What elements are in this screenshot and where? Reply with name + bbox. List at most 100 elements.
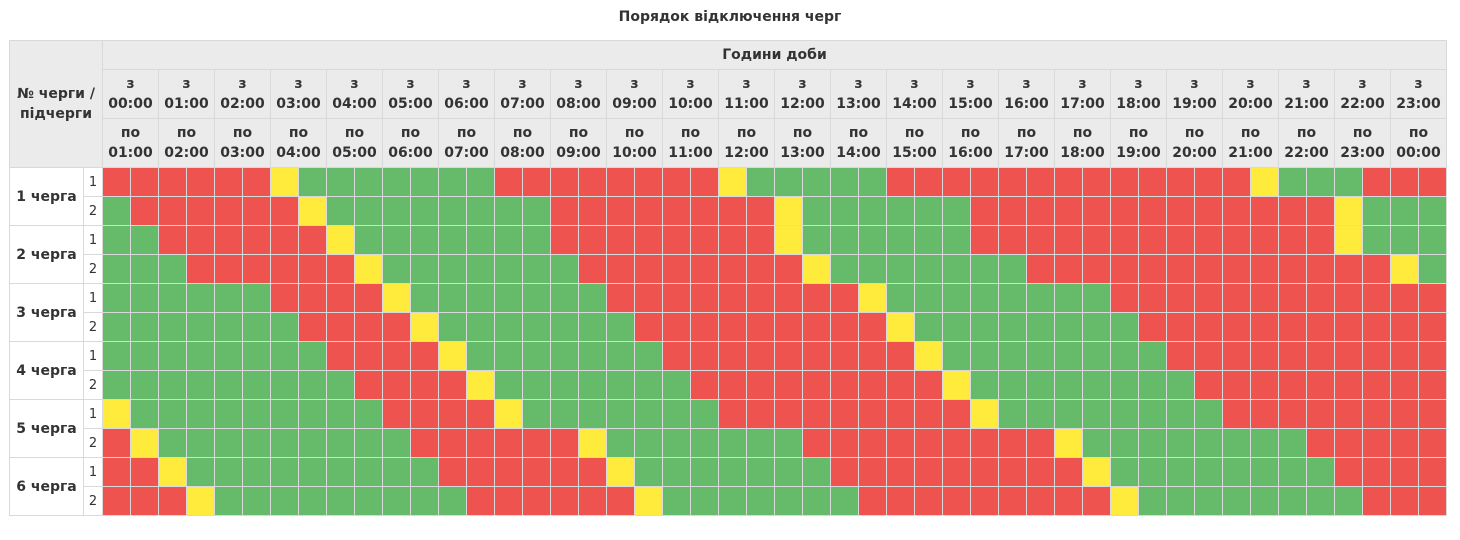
time-slot-cell — [242, 399, 271, 429]
time-slot-cell — [1390, 254, 1419, 284]
time-slot-cell — [1278, 283, 1307, 313]
time-slot-cell — [1082, 399, 1111, 429]
time-slot-cell — [1166, 312, 1195, 342]
time-slot-cell — [130, 428, 159, 458]
time-slot-cell — [382, 428, 411, 458]
time-slot-cell — [466, 254, 495, 284]
time-slot-cell — [130, 486, 159, 516]
time-slot-cell — [438, 283, 467, 313]
time-slot-cell — [382, 225, 411, 255]
time-slot-cell — [1166, 428, 1195, 458]
time-slot-cell — [130, 312, 159, 342]
time-slot-cell — [1362, 283, 1391, 313]
time-slot-cell — [102, 486, 131, 516]
queue-label: 2 черга — [9, 225, 84, 284]
time-slot-cell — [802, 457, 831, 487]
time-slot-cell — [298, 428, 327, 458]
time-slot-cell — [886, 283, 915, 313]
time-slot-cell — [830, 196, 859, 226]
time-slot-cell — [102, 254, 131, 284]
time-slot-cell — [1250, 196, 1279, 226]
time-slot-cell — [858, 196, 887, 226]
hour-to-header: по 16:00 — [942, 118, 999, 168]
time-slot-cell — [522, 370, 551, 400]
time-slot-cell — [1138, 341, 1167, 371]
time-slot-cell — [802, 312, 831, 342]
hour-to-header: по 17:00 — [998, 118, 1055, 168]
time-slot-cell — [606, 283, 635, 313]
time-slot-cell — [886, 399, 915, 429]
hour-from-header: з 17:00 — [1054, 69, 1111, 119]
subqueue-label: 2 — [83, 428, 103, 458]
time-slot-cell — [830, 167, 859, 197]
time-slot-cell — [942, 457, 971, 487]
time-slot-cell — [690, 457, 719, 487]
time-slot-cell — [1026, 486, 1055, 516]
time-slot-cell — [774, 254, 803, 284]
time-slot-cell — [1306, 341, 1335, 371]
time-slot-cell — [1418, 196, 1447, 226]
time-slot-cell — [718, 196, 747, 226]
time-slot-cell — [1362, 486, 1391, 516]
time-slot-cell — [1306, 486, 1335, 516]
time-slot-cell — [746, 341, 775, 371]
time-slot-cell — [550, 283, 579, 313]
hour-from-header: з 23:00 — [1390, 69, 1447, 119]
time-slot-cell — [1390, 428, 1419, 458]
time-slot-cell — [326, 312, 355, 342]
header-row-title: № черги / підчерги Години доби — [9, 40, 1447, 168]
time-slot-cell — [886, 225, 915, 255]
time-slot-cell — [270, 457, 299, 487]
time-slot-cell — [214, 457, 243, 487]
time-slot-cell — [718, 225, 747, 255]
time-slot-cell — [1166, 167, 1195, 197]
time-slot-cell — [214, 341, 243, 371]
time-slot-cell — [1222, 312, 1251, 342]
time-slot-cell — [634, 254, 663, 284]
time-slot-cell — [494, 196, 523, 226]
time-slot-cell — [970, 196, 999, 226]
time-slot-cell — [522, 225, 551, 255]
hour-from-header: з 21:00 — [1278, 69, 1335, 119]
time-slot-cell — [438, 196, 467, 226]
time-slot-cell — [410, 254, 439, 284]
time-slot-cell — [1110, 370, 1139, 400]
time-slot-cell — [298, 254, 327, 284]
time-slot-cell — [1110, 196, 1139, 226]
time-slot-cell — [382, 167, 411, 197]
time-slot-cell — [858, 312, 887, 342]
time-slot-cell — [1110, 167, 1139, 197]
time-slot-cell — [186, 399, 215, 429]
time-slot-cell — [606, 341, 635, 371]
time-slot-cell — [158, 225, 187, 255]
hour-from-header: з 06:00 — [438, 69, 495, 119]
time-slot-cell — [1222, 399, 1251, 429]
time-slot-cell — [942, 225, 971, 255]
time-slot-cell — [1278, 167, 1307, 197]
time-slot-cell — [1166, 196, 1195, 226]
time-slot-cell — [606, 457, 635, 487]
time-slot-cell — [802, 196, 831, 226]
time-slot-cell — [774, 341, 803, 371]
time-slot-cell — [270, 167, 299, 197]
subqueue-label: 2 — [83, 254, 103, 284]
time-slot-cell — [634, 428, 663, 458]
time-slot-cell — [1306, 399, 1335, 429]
subqueue-label: 1 — [83, 399, 103, 429]
time-slot-cell — [1390, 486, 1419, 516]
time-slot-cell — [578, 341, 607, 371]
time-slot-cell — [1306, 457, 1335, 487]
time-slot-cell — [970, 167, 999, 197]
time-slot-cell — [1166, 254, 1195, 284]
time-slot-cell — [550, 167, 579, 197]
time-slot-cell — [1334, 399, 1363, 429]
time-slot-cell — [326, 428, 355, 458]
hour-to-header: по 07:00 — [438, 118, 495, 168]
time-slot-cell — [914, 225, 943, 255]
time-slot-cell — [1306, 312, 1335, 342]
time-slot-cell — [1390, 341, 1419, 371]
time-slot-cell — [858, 457, 887, 487]
time-slot-cell — [158, 196, 187, 226]
time-slot-cell — [1082, 341, 1111, 371]
time-slot-cell — [1110, 283, 1139, 313]
